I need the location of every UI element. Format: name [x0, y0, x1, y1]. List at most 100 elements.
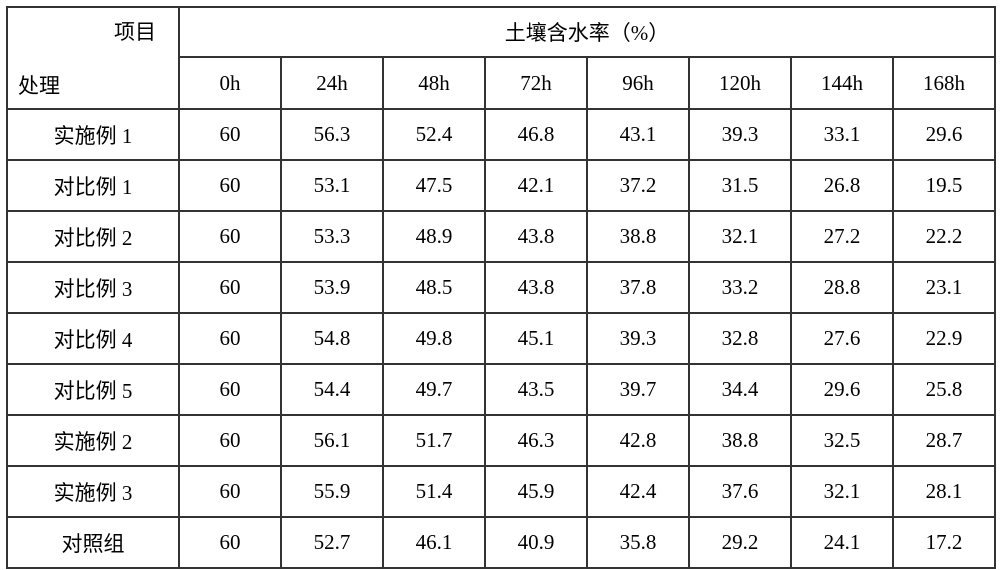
- cell: 49.8: [383, 313, 485, 364]
- row-label: 实施例 2: [7, 415, 179, 466]
- cell: 43.1: [587, 109, 689, 160]
- table-row: 实施例 2 60 56.1 51.7 46.3 42.8 38.8 32.5 2…: [7, 415, 995, 466]
- cell: 45.9: [485, 466, 587, 517]
- cell: 22.9: [893, 313, 995, 364]
- table-row: 对比例 1 60 53.1 47.5 42.1 37.2 31.5 26.8 1…: [7, 160, 995, 211]
- cell: 60: [179, 262, 281, 313]
- table-row: 对比例 3 60 53.9 48.5 43.8 37.8 33.2 28.8 2…: [7, 262, 995, 313]
- cell: 43.8: [485, 211, 587, 262]
- soil-moisture-table: 项目 处理 土壤含水率（%） 0h 24h 48h 72h 96h 120h 1…: [6, 6, 996, 569]
- col-header: 0h: [179, 57, 281, 109]
- cell: 39.7: [587, 364, 689, 415]
- row-label: 对比例 4: [7, 313, 179, 364]
- cell: 53.9: [281, 262, 383, 313]
- cell: 28.8: [791, 262, 893, 313]
- cell: 33.1: [791, 109, 893, 160]
- cell: 29.2: [689, 517, 791, 568]
- cell: 46.1: [383, 517, 485, 568]
- cell: 53.1: [281, 160, 383, 211]
- cell: 27.6: [791, 313, 893, 364]
- cell: 26.8: [791, 160, 893, 211]
- cell: 29.6: [893, 109, 995, 160]
- cell: 48.5: [383, 262, 485, 313]
- cell: 60: [179, 415, 281, 466]
- table-row: 对比例 4 60 54.8 49.8 45.1 39.3 32.8 27.6 2…: [7, 313, 995, 364]
- cell: 51.7: [383, 415, 485, 466]
- cell: 60: [179, 313, 281, 364]
- table-row: 对比例 2 60 53.3 48.9 43.8 38.8 32.1 27.2 2…: [7, 211, 995, 262]
- col-header: 72h: [485, 57, 587, 109]
- cell: 60: [179, 160, 281, 211]
- cell: 42.4: [587, 466, 689, 517]
- cell: 46.3: [485, 415, 587, 466]
- row-label: 实施例 3: [7, 466, 179, 517]
- cell: 48.9: [383, 211, 485, 262]
- cell: 32.8: [689, 313, 791, 364]
- cell: 29.6: [791, 364, 893, 415]
- cell: 40.9: [485, 517, 587, 568]
- col-header: 24h: [281, 57, 383, 109]
- cell: 54.8: [281, 313, 383, 364]
- cell: 17.2: [893, 517, 995, 568]
- cell: 22.2: [893, 211, 995, 262]
- cell: 49.7: [383, 364, 485, 415]
- cell: 28.1: [893, 466, 995, 517]
- table-row: 实施例 3 60 55.9 51.4 45.9 42.4 37.6 32.1 2…: [7, 466, 995, 517]
- cell: 37.2: [587, 160, 689, 211]
- col-header: 96h: [587, 57, 689, 109]
- cell: 56.1: [281, 415, 383, 466]
- cell: 23.1: [893, 262, 995, 313]
- group-header: 土壤含水率（%）: [179, 7, 995, 57]
- corner-top-label: 项目: [114, 16, 156, 46]
- cell: 32.5: [791, 415, 893, 466]
- cell: 42.8: [587, 415, 689, 466]
- cell: 31.5: [689, 160, 791, 211]
- table-row: 实施例 1 60 56.3 52.4 46.8 43.1 39.3 33.1 2…: [7, 109, 995, 160]
- row-label: 对比例 1: [7, 160, 179, 211]
- table-row: 对比例 5 60 54.4 49.7 43.5 39.7 34.4 29.6 2…: [7, 364, 995, 415]
- cell: 52.4: [383, 109, 485, 160]
- cell: 35.8: [587, 517, 689, 568]
- col-header: 48h: [383, 57, 485, 109]
- col-header: 168h: [893, 57, 995, 109]
- cell: 60: [179, 517, 281, 568]
- cell: 55.9: [281, 466, 383, 517]
- cell: 39.3: [587, 313, 689, 364]
- row-label: 对比例 3: [7, 262, 179, 313]
- cell: 33.2: [689, 262, 791, 313]
- cell: 60: [179, 211, 281, 262]
- cell: 32.1: [791, 466, 893, 517]
- table-body: 实施例 1 60 56.3 52.4 46.8 43.1 39.3 33.1 2…: [7, 109, 995, 568]
- corner-cell: 项目 处理: [7, 7, 179, 109]
- cell: 19.5: [893, 160, 995, 211]
- cell: 47.5: [383, 160, 485, 211]
- cell: 60: [179, 364, 281, 415]
- cell: 46.8: [485, 109, 587, 160]
- cell: 24.1: [791, 517, 893, 568]
- col-header: 144h: [791, 57, 893, 109]
- cell: 43.5: [485, 364, 587, 415]
- corner-bottom-label: 处理: [18, 70, 60, 100]
- cell: 56.3: [281, 109, 383, 160]
- cell: 25.8: [893, 364, 995, 415]
- cell: 39.3: [689, 109, 791, 160]
- cell: 37.8: [587, 262, 689, 313]
- cell: 34.4: [689, 364, 791, 415]
- cell: 32.1: [689, 211, 791, 262]
- cell: 37.6: [689, 466, 791, 517]
- cell: 60: [179, 109, 281, 160]
- cell: 60: [179, 466, 281, 517]
- cell: 52.7: [281, 517, 383, 568]
- row-label: 对比例 5: [7, 364, 179, 415]
- cell: 54.4: [281, 364, 383, 415]
- cell: 51.4: [383, 466, 485, 517]
- cell: 45.1: [485, 313, 587, 364]
- cell: 28.7: [893, 415, 995, 466]
- cell: 43.8: [485, 262, 587, 313]
- cell: 27.2: [791, 211, 893, 262]
- col-header: 120h: [689, 57, 791, 109]
- cell: 38.8: [587, 211, 689, 262]
- table-row: 对照组 60 52.7 46.1 40.9 35.8 29.2 24.1 17.…: [7, 517, 995, 568]
- cell: 38.8: [689, 415, 791, 466]
- row-label: 对比例 2: [7, 211, 179, 262]
